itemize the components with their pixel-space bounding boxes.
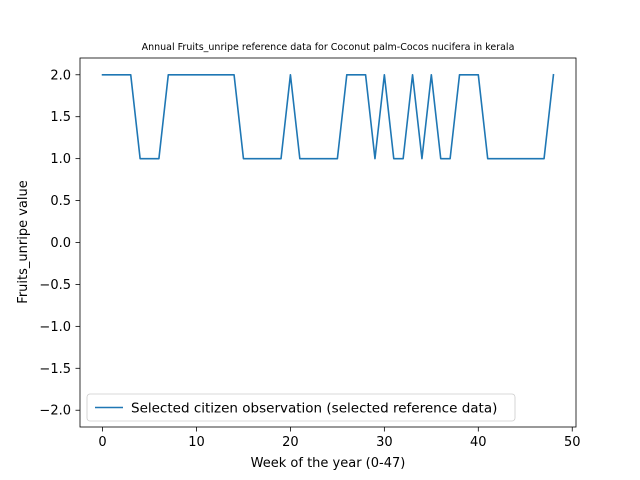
x-axis-label: Week of the year (0-47) bbox=[251, 456, 406, 471]
x-tick-label: 40 bbox=[470, 435, 487, 450]
y-tick-label: 1.0 bbox=[50, 152, 71, 167]
plot-frame bbox=[79, 57, 577, 428]
legend-box bbox=[86, 393, 516, 422]
x-tick-label: 20 bbox=[282, 435, 299, 450]
chart-title: Annual Fruits_unripe reference data for … bbox=[142, 42, 515, 53]
y-axis-label: Fruits_unripe value bbox=[16, 180, 31, 303]
x-axis: 0 10 20 30 40 50 bbox=[98, 427, 581, 450]
y-tick-label: −2.0 bbox=[39, 404, 71, 419]
x-tick-label: 0 bbox=[98, 435, 106, 450]
y-tick-label: 0.0 bbox=[50, 236, 71, 251]
legend: Selected citizen observation (selected r… bbox=[86, 393, 516, 422]
series-line bbox=[101, 73, 555, 160]
y-tick-label: 0.5 bbox=[50, 194, 71, 209]
y-tick-label: −1.0 bbox=[39, 320, 71, 335]
x-tick-label: 30 bbox=[376, 435, 393, 450]
y-tick-label: 1.5 bbox=[50, 110, 71, 125]
x-tick-label: 50 bbox=[564, 435, 581, 450]
x-tick-label: 10 bbox=[188, 435, 205, 450]
y-tick-label: −0.5 bbox=[39, 278, 71, 293]
y-tick-label: 2.0 bbox=[50, 68, 71, 83]
plot-area bbox=[79, 57, 577, 428]
y-axis: −2.0 −1.5 −1.0 −0.5 0.0 0.5 1.0 1.5 2.0 bbox=[39, 68, 80, 419]
series-layer bbox=[101, 73, 555, 160]
legend-label: Selected citizen observation (selected r… bbox=[131, 401, 497, 417]
y-tick-label: −1.5 bbox=[39, 362, 71, 377]
